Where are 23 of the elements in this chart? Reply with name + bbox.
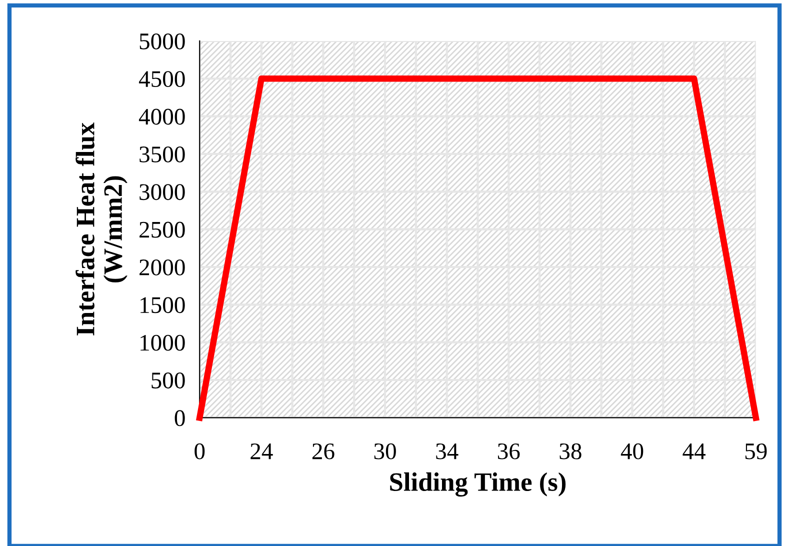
y-tick-label: 1500 [140, 297, 185, 314]
y-tick-label: 4000 [138, 108, 185, 125]
x-tick-label: 40 [620, 443, 644, 460]
y-tick-label: 3000 [140, 184, 185, 200]
y-tick-label: 2500 [140, 222, 185, 238]
y-tick-label: 4500 [138, 71, 185, 88]
y-tick-label: 1000 [140, 334, 185, 351]
x-tick-label: 0 [194, 443, 205, 460]
x-tick-label: 24 [250, 443, 273, 460]
y-tick-label: 5000 [140, 33, 185, 50]
x-tick-label: 30 [374, 443, 396, 460]
x-tick-label: 59 [745, 443, 767, 460]
y-tick-label: 500 [152, 372, 185, 388]
x-tick-label: 26 [312, 443, 334, 460]
y-axis-title: Interface Heat flux (W/mm2) [76, 122, 128, 336]
x-tick-label: 36 [498, 443, 520, 460]
y-tick-label: 0 [174, 410, 185, 426]
x-tick-label: 38 [560, 443, 582, 460]
x-tick-label: 34 [436, 443, 458, 460]
x-tick-label: 44 [682, 444, 706, 460]
y-tick-label: 2000 [140, 259, 185, 276]
y-tick-label: 3500 [140, 146, 185, 162]
x-axis-title: Sliding Time (s) [390, 472, 566, 497]
